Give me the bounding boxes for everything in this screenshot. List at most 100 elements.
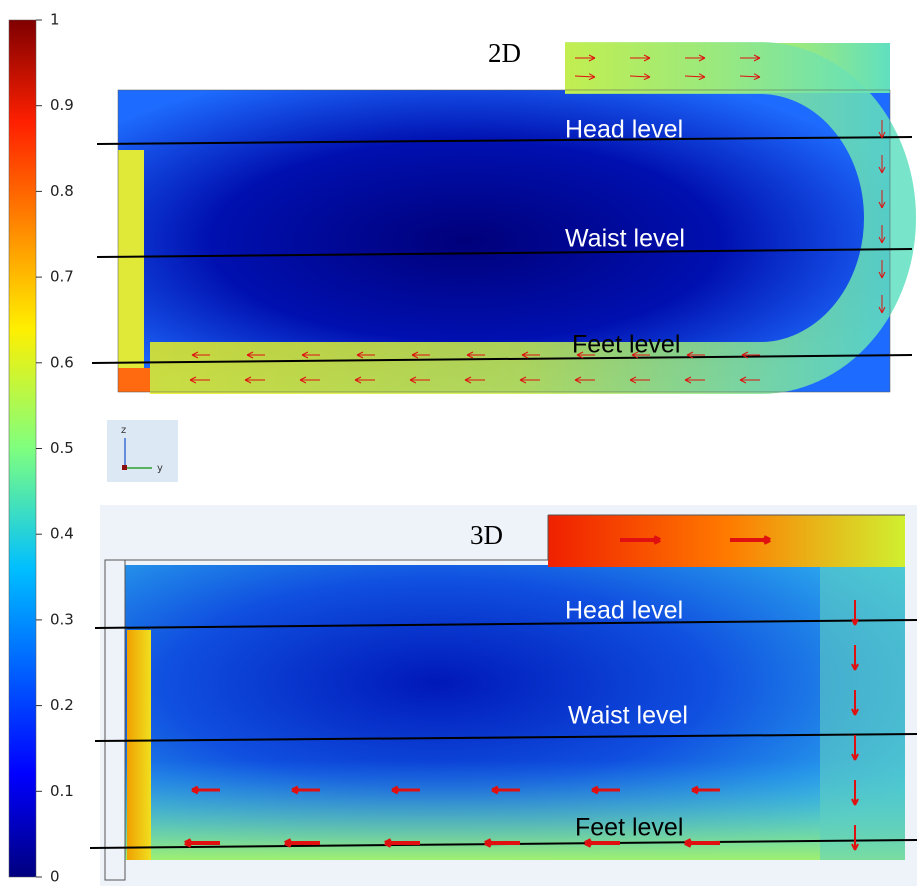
arrow bbox=[878, 155, 886, 174]
arrow bbox=[851, 735, 859, 761]
arrow bbox=[730, 535, 771, 545]
tick-label: 1 bbox=[50, 11, 60, 29]
axis-label: y bbox=[157, 463, 163, 474]
arrow bbox=[629, 73, 651, 81]
tick-label: 0.6 bbox=[50, 353, 74, 371]
triad-box bbox=[107, 420, 178, 482]
arrow bbox=[464, 376, 485, 384]
arrow bbox=[878, 260, 886, 279]
arrow bbox=[466, 351, 485, 359]
arrow bbox=[591, 785, 620, 795]
outline bbox=[104, 514, 905, 881]
level-lines bbox=[91, 136, 913, 364]
arrow bbox=[878, 295, 886, 314]
arrow bbox=[631, 351, 650, 359]
arrow bbox=[191, 351, 210, 359]
panel-2d: 2D Head level Waist level Feet level bbox=[91, 38, 916, 394]
arrow bbox=[691, 785, 720, 795]
level-line bbox=[96, 248, 913, 258]
arrow bbox=[484, 838, 520, 848]
tick-label: 0.3 bbox=[50, 610, 74, 628]
panel-label: 2D bbox=[488, 38, 521, 68]
border bbox=[117, 89, 891, 393]
level-label: Feet level bbox=[575, 814, 683, 842]
arrow bbox=[244, 376, 265, 384]
arrow bbox=[739, 73, 761, 81]
arrow bbox=[878, 120, 886, 139]
arrow bbox=[630, 54, 651, 62]
arrow bbox=[584, 838, 620, 848]
tick-label: 0.7 bbox=[50, 268, 74, 286]
arrow bbox=[878, 225, 886, 244]
tick-label: 0.8 bbox=[50, 182, 74, 200]
arrow bbox=[411, 351, 430, 359]
arrow bbox=[851, 645, 859, 671]
arrow bbox=[685, 54, 706, 62]
tick-label: 0.5 bbox=[50, 439, 74, 457]
arrow bbox=[491, 785, 520, 795]
level-line bbox=[94, 733, 917, 742]
axis-label: z bbox=[121, 425, 126, 436]
level-line bbox=[91, 354, 913, 364]
arrow bbox=[384, 838, 420, 848]
arrow bbox=[851, 780, 859, 806]
colorbar-gradient bbox=[8, 19, 37, 878]
inlet bbox=[127, 630, 151, 860]
tick-label: 0.1 bbox=[50, 782, 74, 800]
tick-label: 0.2 bbox=[50, 696, 74, 714]
panel-label: 3D bbox=[470, 520, 503, 550]
axis-triad: z y bbox=[107, 420, 178, 482]
level-line bbox=[96, 136, 913, 145]
arrow bbox=[301, 351, 320, 359]
arrow bbox=[519, 376, 540, 384]
arrow bbox=[575, 54, 596, 62]
arrow bbox=[851, 825, 859, 851]
arrow bbox=[284, 838, 320, 848]
arrow bbox=[740, 54, 761, 62]
arrow bbox=[246, 351, 265, 359]
level-label: Head level bbox=[565, 597, 683, 625]
arrow bbox=[391, 785, 420, 795]
arrow bbox=[851, 690, 859, 716]
arrow bbox=[741, 351, 760, 359]
arrow bbox=[686, 351, 705, 359]
arrow bbox=[851, 600, 859, 626]
level-label: Waist level bbox=[568, 702, 688, 730]
arrow bbox=[574, 73, 596, 81]
level-label: Feet level bbox=[572, 331, 680, 359]
arrow bbox=[354, 376, 375, 384]
arrow bbox=[878, 190, 886, 209]
arrow bbox=[684, 73, 706, 81]
arrow bbox=[299, 376, 320, 384]
arrow bbox=[739, 376, 760, 384]
level-label: Waist level bbox=[565, 225, 685, 253]
arrow bbox=[684, 838, 720, 848]
arrow bbox=[629, 376, 650, 384]
arrow bbox=[409, 376, 430, 384]
panel-3d: 3D Head level Waist level Feet level bbox=[89, 505, 917, 886]
arrow bbox=[291, 785, 320, 795]
tick-label: 0.9 bbox=[50, 96, 74, 114]
arrow bbox=[189, 376, 210, 384]
velocity-arrows bbox=[184, 54, 886, 851]
tick-label: 0.4 bbox=[50, 525, 74, 543]
inlet bbox=[118, 368, 150, 392]
arrow bbox=[356, 351, 375, 359]
level-label: Head level bbox=[565, 116, 683, 144]
arrow bbox=[574, 376, 595, 384]
field bbox=[820, 567, 905, 860]
arrow bbox=[184, 838, 220, 848]
tick-label: 0 bbox=[50, 868, 60, 886]
colorbar: 0 0.1 0.2 0.3 0.4 0.5 0.6 0.7 0.8 0.9 1 bbox=[8, 11, 74, 886]
inlet bbox=[118, 150, 144, 370]
origin bbox=[122, 465, 127, 470]
arrow bbox=[620, 535, 661, 545]
level-line bbox=[94, 619, 917, 629]
field bbox=[548, 515, 905, 567]
arrow bbox=[684, 376, 705, 384]
arrow bbox=[521, 351, 540, 359]
colorbar-ticks: 0 0.1 0.2 0.3 0.4 0.5 0.6 0.7 0.8 0.9 1 bbox=[36, 11, 74, 886]
arrow bbox=[191, 785, 220, 795]
arrow bbox=[576, 351, 595, 359]
